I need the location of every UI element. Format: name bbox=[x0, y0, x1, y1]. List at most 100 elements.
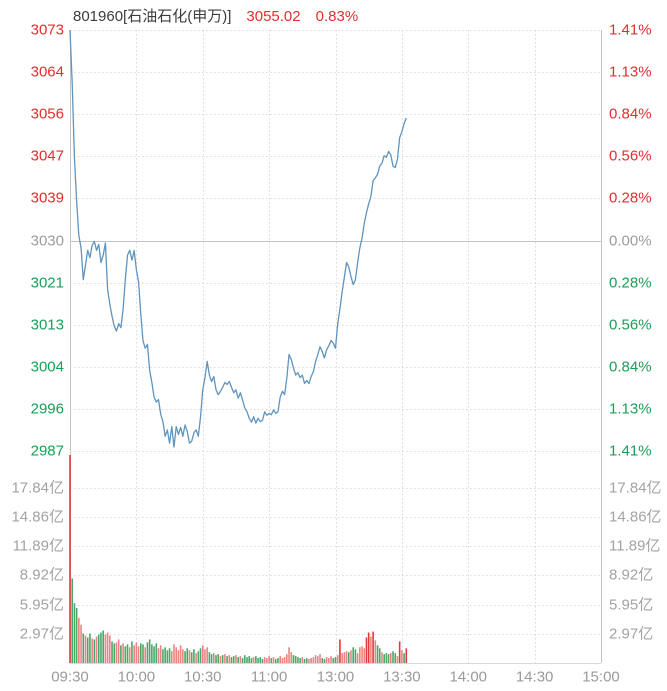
volume-bar bbox=[361, 646, 363, 663]
volume-bar bbox=[374, 640, 377, 663]
volume-bar bbox=[86, 637, 89, 663]
volume-bar bbox=[226, 656, 228, 663]
volume-bar bbox=[403, 653, 405, 663]
volume-bar bbox=[210, 654, 213, 663]
volume-bar bbox=[343, 652, 346, 663]
volume-bar bbox=[170, 651, 173, 663]
volume-bar bbox=[325, 657, 328, 663]
volume-bar bbox=[144, 647, 147, 663]
volume-bar bbox=[376, 645, 379, 663]
volume-bar bbox=[321, 658, 324, 663]
volume-bar bbox=[297, 657, 299, 663]
volume-bar bbox=[359, 647, 361, 663]
time-axis-label: 10:30 bbox=[183, 668, 222, 686]
volume-bar bbox=[148, 639, 151, 663]
volume-bar bbox=[292, 655, 295, 663]
volume-bar bbox=[146, 642, 149, 663]
volume-bar bbox=[175, 647, 177, 663]
volume-bar bbox=[73, 603, 76, 663]
volume-bar bbox=[151, 644, 153, 663]
volume-bar bbox=[206, 647, 208, 663]
percent-axis-label: 1.13% bbox=[609, 400, 652, 418]
time-axis-label: 15:00 bbox=[582, 668, 620, 686]
volume-bar bbox=[401, 650, 403, 663]
volume-bar bbox=[111, 641, 113, 663]
volume-bar bbox=[122, 643, 124, 663]
volume-bar bbox=[232, 656, 235, 663]
last-price: 3055.02 bbox=[246, 8, 301, 25]
volume-bar bbox=[272, 657, 275, 663]
volume-bar bbox=[221, 655, 224, 663]
volume-bar bbox=[106, 632, 109, 663]
volume-bar bbox=[290, 652, 293, 663]
volume-bar bbox=[392, 651, 394, 663]
price-line bbox=[69, 29, 407, 448]
price-axis-label: 3013 bbox=[30, 316, 64, 334]
volume-bar bbox=[243, 655, 246, 663]
volume-bar bbox=[230, 657, 233, 663]
volume-bar bbox=[164, 647, 166, 663]
volume-axis-label-left: 5.95亿 bbox=[19, 596, 64, 614]
volume-bar bbox=[113, 643, 116, 663]
volume-bar bbox=[153, 646, 155, 663]
volume-bar bbox=[177, 650, 180, 663]
time-axis-label: 14:00 bbox=[449, 668, 488, 686]
time-axis-label: 14:30 bbox=[515, 668, 554, 686]
volume-bar bbox=[283, 657, 286, 663]
volume-bar bbox=[82, 633, 85, 663]
volume-bar bbox=[381, 652, 383, 663]
volume-axis-label-right: 2.97亿 bbox=[609, 625, 654, 643]
volume-bar bbox=[305, 658, 308, 663]
volume-bar bbox=[347, 652, 350, 663]
volume-bar bbox=[294, 656, 297, 663]
chart-header: 801960[石油石化(申万)] 3055.02 0.83% bbox=[73, 5, 358, 26]
volume-axis-label-left: 11.89亿 bbox=[12, 537, 64, 555]
volume-bar bbox=[252, 657, 255, 663]
volume-bar bbox=[352, 647, 354, 663]
volume-bar bbox=[277, 658, 279, 663]
time-axis-label: 11:00 bbox=[250, 668, 288, 686]
volume-bar bbox=[356, 653, 359, 663]
volume-bar bbox=[142, 644, 144, 663]
volume-bar bbox=[345, 651, 348, 663]
volume-axis-label-right: 11.89亿 bbox=[609, 537, 661, 555]
volume-axis-label-left: 17.84亿 bbox=[11, 479, 64, 497]
volume-bar bbox=[126, 644, 129, 663]
time-axis-label: 13:00 bbox=[316, 668, 355, 686]
percent-axis-label: 0.28% bbox=[609, 189, 652, 207]
volume-bar bbox=[224, 654, 226, 663]
volume-bar bbox=[314, 655, 317, 663]
volume-bar bbox=[266, 658, 268, 663]
volume-axis-label-right: 14.86亿 bbox=[609, 508, 662, 526]
percent-axis-label: 0.00% bbox=[609, 232, 652, 249]
volume-bar bbox=[100, 632, 102, 663]
volume-bar bbox=[378, 648, 381, 663]
volume-bar bbox=[84, 635, 87, 663]
volume-bar bbox=[259, 657, 262, 663]
volume-bar bbox=[184, 651, 186, 663]
volume-bar bbox=[135, 642, 138, 663]
volume-bar bbox=[387, 654, 390, 663]
volume-bar bbox=[255, 656, 257, 663]
volume-bar bbox=[179, 645, 182, 663]
volume-bar bbox=[286, 654, 288, 663]
volume-bar bbox=[350, 650, 352, 663]
volume-bar bbox=[215, 655, 217, 663]
volume-bar bbox=[390, 653, 392, 663]
volume-bar bbox=[372, 631, 374, 663]
volume-bar bbox=[354, 649, 357, 663]
volume-bar bbox=[188, 650, 191, 663]
volume-bar bbox=[288, 647, 290, 663]
percent-axis-label: 1.41% bbox=[609, 21, 652, 39]
volume-bar bbox=[261, 659, 264, 663]
volume-bar bbox=[157, 648, 160, 663]
volume-bar bbox=[93, 639, 96, 663]
instrument-title: 801960[石油石化(申万)] bbox=[73, 8, 232, 25]
volume-bar bbox=[69, 455, 71, 663]
price-axis-label: 3064 bbox=[30, 63, 64, 81]
volume-bar bbox=[370, 636, 372, 663]
volume-bar bbox=[173, 644, 175, 663]
volume-bar bbox=[268, 656, 270, 663]
